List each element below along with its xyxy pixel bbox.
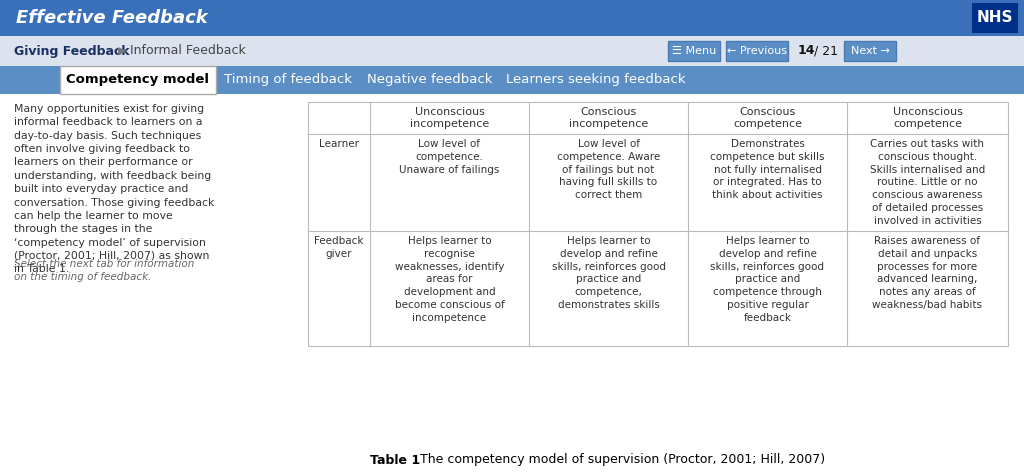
Text: Low level of
competence.
Unaware of failings: Low level of competence. Unaware of fail… bbox=[399, 139, 500, 175]
Text: Helps learner to
develop and refine
skills, reinforces good
practice and
compete: Helps learner to develop and refine skil… bbox=[552, 236, 666, 310]
Text: Select the next tab for information
on the timing of feedback.: Select the next tab for information on t… bbox=[14, 259, 195, 282]
Text: Table 1: Table 1 bbox=[370, 454, 420, 466]
Text: Giving Feedback: Giving Feedback bbox=[14, 44, 130, 58]
Text: ▶: ▶ bbox=[118, 46, 127, 56]
Text: Carries out tasks with
conscious thought.
Skills internalised and
routine. Littl: Carries out tasks with conscious thought… bbox=[869, 139, 985, 226]
Text: Negative feedback: Negative feedback bbox=[368, 74, 493, 86]
Text: ☰ Menu: ☰ Menu bbox=[672, 46, 716, 56]
Bar bbox=[0, 94, 1024, 450]
Bar bbox=[0, 36, 1024, 66]
Text: The competency model of supervision (Proctor, 2001; Hill, 2007): The competency model of supervision (Pro… bbox=[416, 454, 825, 466]
Text: Timing of feedback: Timing of feedback bbox=[223, 74, 351, 86]
Text: Learner: Learner bbox=[319, 139, 359, 149]
Text: Low level of
competence. Aware
of failings but not
having full skills to
correct: Low level of competence. Aware of failin… bbox=[557, 139, 660, 200]
Bar bbox=[60, 66, 216, 94]
Text: Helps learner to
recognise
weaknesses, identify
areas for
development and
become: Helps learner to recognise weaknesses, i… bbox=[394, 236, 505, 323]
Text: Helps learner to
develop and refine
skills, reinforces good
practice and
compete: Helps learner to develop and refine skil… bbox=[711, 236, 824, 323]
Bar bbox=[0, 66, 1024, 94]
Bar bbox=[726, 41, 788, 61]
Text: Feedback
giver: Feedback giver bbox=[314, 236, 364, 259]
Text: Competency model: Competency model bbox=[67, 74, 210, 86]
Bar bbox=[0, 0, 1024, 36]
Bar bbox=[844, 41, 896, 61]
Text: NHS: NHS bbox=[977, 10, 1014, 25]
Bar bbox=[308, 102, 1008, 346]
Text: Informal Feedback: Informal Feedback bbox=[130, 44, 246, 58]
Text: Learners seeking feedback: Learners seeking feedback bbox=[506, 74, 686, 86]
Text: ← Previous: ← Previous bbox=[727, 46, 787, 56]
Text: Many opportunities exist for giving
informal feedback to learners on a
day-to-da: Many opportunities exist for giving info… bbox=[14, 104, 214, 274]
Text: Unconscious
incompetence: Unconscious incompetence bbox=[410, 107, 489, 129]
Text: Unconscious
competence: Unconscious competence bbox=[893, 107, 963, 129]
Text: Next →: Next → bbox=[851, 46, 890, 56]
Text: Effective Feedback: Effective Feedback bbox=[16, 9, 208, 27]
Bar bbox=[668, 41, 720, 61]
Text: Conscious
competence: Conscious competence bbox=[733, 107, 802, 129]
Text: Conscious
incompetence: Conscious incompetence bbox=[569, 107, 648, 129]
Text: Raises awareness of
detail and unpacks
processes for more
advanced learning,
not: Raises awareness of detail and unpacks p… bbox=[872, 236, 982, 310]
Bar bbox=[972, 3, 1018, 33]
Text: 14: 14 bbox=[798, 44, 815, 58]
Text: / 21: / 21 bbox=[810, 44, 838, 58]
Text: Demonstrates
competence but skills
not fully internalised
or integrated. Has to
: Demonstrates competence but skills not f… bbox=[711, 139, 824, 200]
